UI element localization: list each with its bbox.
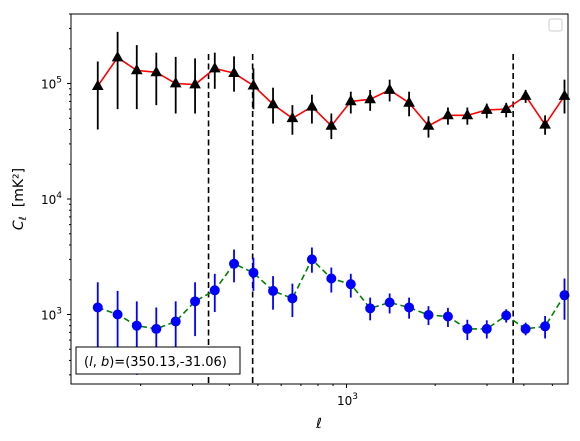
data-point-circle [442, 311, 453, 322]
data-point-triangle [208, 61, 221, 73]
data-point-circle [170, 316, 181, 327]
data-point-circle [92, 302, 103, 313]
data-point-circle [229, 258, 240, 269]
data-point-circle [326, 273, 337, 284]
data-point-circle [190, 296, 201, 307]
data-point-triangle [228, 66, 240, 78]
y-axis-label: Cℓ [mK²] [11, 168, 29, 230]
data-point-triangle [461, 108, 474, 120]
data-point-triangle [306, 100, 318, 111]
data-point-circle [112, 309, 123, 320]
data-point-circle [559, 290, 570, 301]
plot-frame [70, 13, 569, 385]
data-point-triangle [422, 119, 435, 130]
data-point-triangle [500, 102, 513, 114]
data-point-circle [540, 321, 551, 332]
data-point-triangle [267, 97, 279, 109]
annotation-box: (l, b)=(350.13,-31.06) [75, 346, 241, 375]
y-tick-label: 104 [41, 191, 62, 207]
x-tick-label: 103 [337, 392, 358, 408]
data-point-triangle [189, 78, 201, 89]
series-layer [91, 31, 571, 375]
series-2 [92, 247, 570, 375]
data-point-triangle [403, 96, 415, 107]
data-point-circle [423, 309, 434, 320]
axis-ticks [67, 13, 553, 388]
data-point-triangle [169, 77, 182, 88]
data-point-circle [462, 323, 473, 334]
data-point-circle [481, 323, 492, 334]
plot-area [91, 31, 571, 384]
legend-box [548, 18, 563, 32]
data-point-triangle [150, 65, 163, 77]
series-1 [91, 31, 571, 140]
data-point-triangle [111, 51, 124, 62]
data-point-triangle [558, 89, 571, 100]
data-point-triangle [364, 92, 377, 104]
data-point-triangle [91, 79, 104, 90]
data-point-circle [345, 279, 356, 290]
data-point-triangle [383, 83, 396, 94]
data-point-circle [384, 297, 395, 308]
y-tick-label: 105 [41, 76, 62, 92]
data-point-circle [306, 254, 317, 265]
data-point-circle [268, 285, 279, 296]
data-point-triangle [247, 79, 260, 90]
data-point-circle [501, 310, 512, 321]
vertical-dashed-lines [207, 54, 514, 384]
data-point-triangle [442, 108, 454, 120]
data-point-circle [404, 302, 415, 313]
data-point-triangle [539, 118, 551, 129]
data-point-triangle [286, 111, 299, 123]
data-point-circle [131, 320, 142, 331]
data-point-circle [209, 285, 220, 296]
y-tick-label: 103 [41, 306, 62, 322]
annotation-text: (l, b)=(350.13,-31.06) [84, 355, 227, 370]
x-axis-label: ℓ [315, 416, 322, 432]
data-point-triangle [344, 94, 357, 106]
data-point-triangle [325, 119, 338, 130]
data-point-triangle [480, 103, 493, 114]
data-point-circle [151, 323, 162, 334]
data-point-circle [365, 303, 376, 314]
data-point-triangle [519, 89, 532, 100]
data-point-circle [287, 293, 298, 304]
axis-tick-labels: 103 103 104 105 [41, 76, 358, 408]
data-point-circle [520, 323, 531, 334]
data-point-circle [248, 267, 259, 278]
data-point-triangle [130, 63, 143, 75]
